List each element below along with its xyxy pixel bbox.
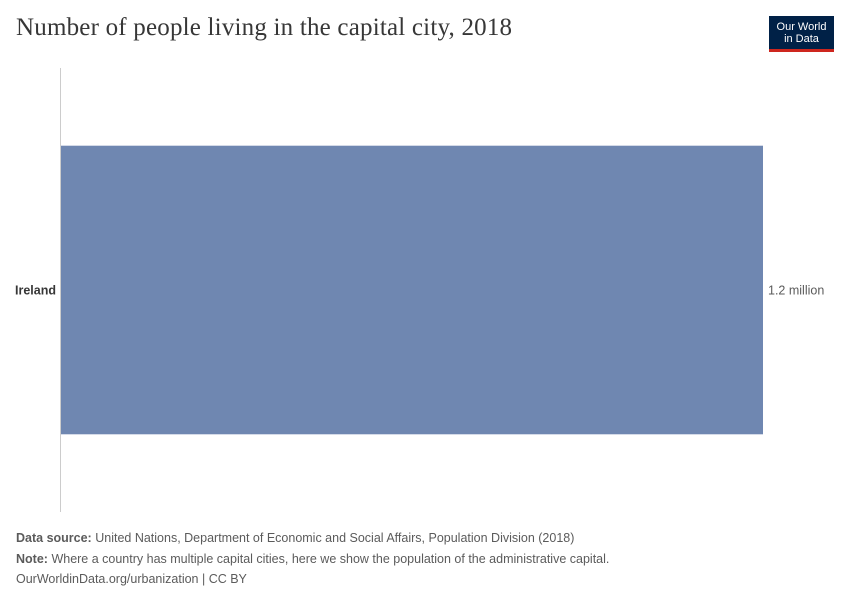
data-source-text: United Nations, Department of Economic a…	[95, 531, 575, 545]
chart-footer: Data source: United Nations, Department …	[16, 528, 609, 590]
source-url[interactable]: OurWorldinData.org/urbanization | CC BY	[16, 572, 247, 586]
logo-line-2: in Data	[784, 32, 819, 45]
data-source-label: Data source:	[16, 531, 92, 545]
bar-chart: Ireland 1.2 million	[15, 68, 824, 512]
data-source-line: Data source: United Nations, Department …	[16, 528, 609, 549]
category-label: Ireland	[15, 284, 56, 298]
logo-line-1: Our World	[776, 20, 827, 33]
note-label: Note:	[16, 551, 48, 566]
note-line: Note: Where a country has multiple capit…	[16, 549, 609, 570]
chart-title: Number of people living in the capital c…	[16, 14, 513, 41]
bar-ireland[interactable]	[61, 145, 763, 435]
owid-logo[interactable]: Our World in Data	[769, 16, 834, 52]
value-label: 1.2 million	[768, 284, 824, 298]
note-text: Where a country has multiple capital cit…	[51, 551, 610, 566]
